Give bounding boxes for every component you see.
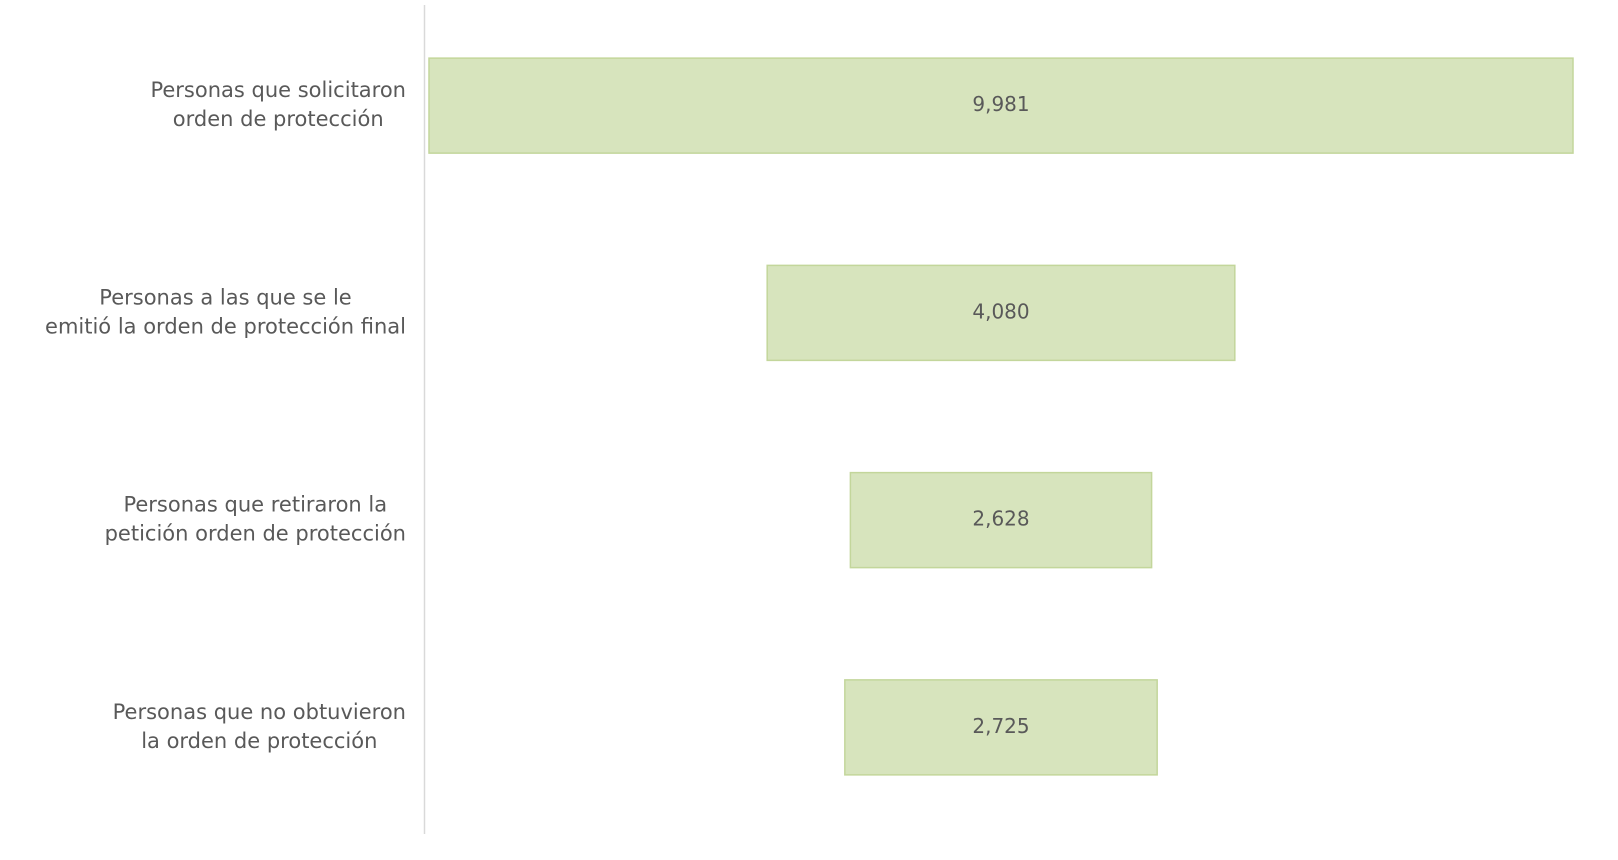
- funnel-bar: [766, 264, 1236, 362]
- value-label: 4,080: [972, 299, 1029, 323]
- funnel-bar: [849, 471, 1153, 569]
- category-label: Personas que no obtuvieron la orden de pr…: [113, 700, 406, 753]
- category-label-line: Personas a las que se le: [99, 285, 351, 309]
- category-label-line: Personas que no obtuvieron: [113, 700, 406, 724]
- value-label: 2,628: [972, 507, 1029, 531]
- category-label-line: emitió la orden de protección final: [45, 314, 406, 338]
- funnel-bar: [428, 57, 1574, 154]
- category-label-line: orden de protección: [173, 107, 384, 131]
- category-label-line: la orden de protección: [141, 729, 377, 753]
- category-label: Personas a las que se le emitió la orden …: [45, 285, 406, 338]
- category-label-line: Personas que solicitaron: [150, 78, 406, 102]
- category-label-line: Personas que retiraron la: [123, 493, 387, 517]
- category-label-line: petición orden de protección: [105, 522, 406, 546]
- category-label: Personas que solicitaron orden de protecc…: [150, 78, 406, 131]
- value-label: 9,981: [972, 92, 1029, 116]
- category-label: Personas que retiraron la petición orden …: [105, 493, 406, 546]
- funnel-bar: [844, 679, 1158, 776]
- value-label: 2,725: [972, 714, 1029, 738]
